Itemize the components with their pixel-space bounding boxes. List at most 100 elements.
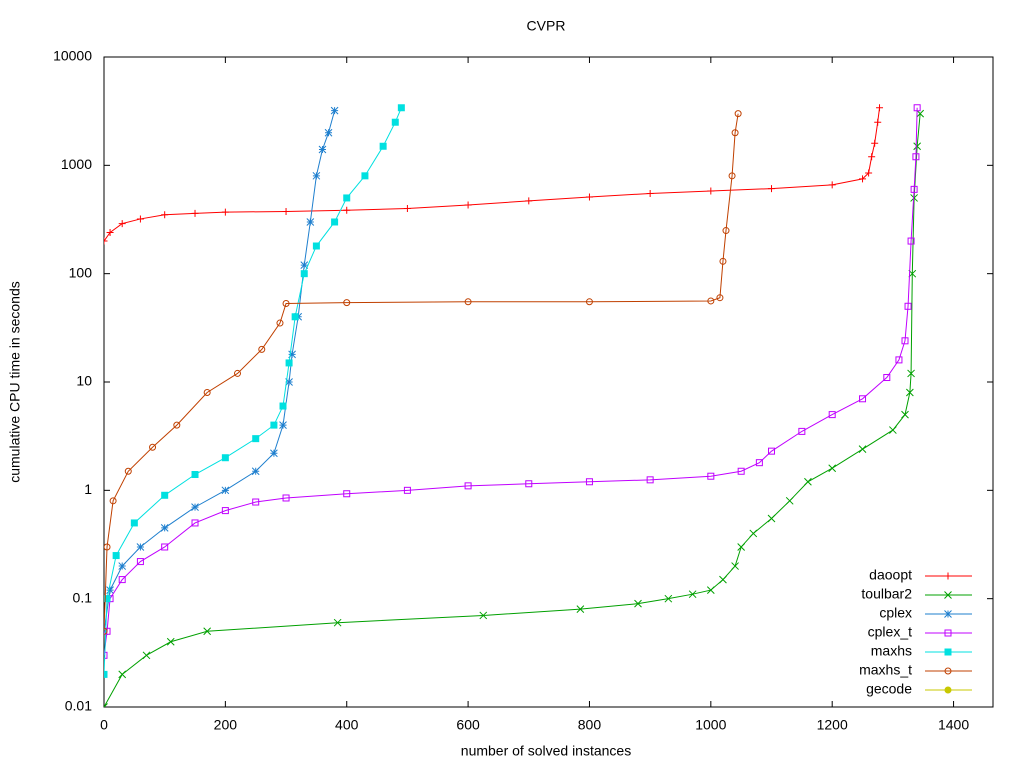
point: [768, 447, 776, 455]
point: [910, 185, 918, 193]
series-line: [104, 110, 336, 632]
point: [576, 605, 585, 614]
point: [361, 172, 369, 180]
point: [464, 201, 472, 209]
series: [104, 104, 884, 245]
point: [312, 171, 321, 180]
point: [306, 218, 315, 226]
point: [112, 552, 120, 560]
point: [104, 651, 108, 659]
x-tick-label: 200: [214, 717, 238, 733]
series: [104, 104, 405, 678]
point: [318, 145, 327, 154]
point: [944, 648, 952, 656]
point: [333, 618, 342, 627]
series-line: [104, 113, 921, 707]
point: [270, 421, 278, 429]
point: [166, 637, 175, 646]
point: [464, 298, 472, 306]
point: [104, 703, 108, 707]
point: [124, 467, 132, 475]
point: [731, 562, 739, 570]
point: [785, 496, 794, 505]
point: [288, 350, 296, 359]
legend-label: cplex_t: [868, 624, 912, 640]
point: [912, 153, 920, 161]
point: [285, 359, 293, 367]
point: [251, 467, 260, 476]
point: [234, 369, 242, 377]
point: [282, 300, 290, 308]
plot-area: [104, 104, 925, 707]
point: [479, 611, 488, 620]
point: [300, 261, 309, 269]
point: [136, 558, 144, 566]
point: [707, 187, 715, 195]
point: [104, 670, 108, 678]
point: [585, 478, 593, 486]
point: [749, 529, 758, 538]
point: [646, 189, 654, 197]
point: [874, 118, 882, 126]
point: [767, 514, 776, 523]
point: [901, 337, 909, 345]
point: [191, 503, 199, 511]
legend-label: maxhs_t: [859, 662, 912, 678]
point: [330, 106, 339, 115]
point: [944, 686, 952, 694]
point: [706, 586, 715, 594]
plot-border: [103, 56, 994, 708]
point: [161, 491, 169, 499]
point: [716, 294, 724, 302]
point: [379, 142, 387, 150]
point: [104, 627, 108, 635]
y-tick-label: 1: [84, 481, 92, 497]
point: [130, 519, 138, 527]
point: [913, 142, 922, 151]
point: [722, 227, 730, 235]
y-tick-label: 100: [69, 264, 93, 280]
point: [719, 257, 727, 265]
point: [252, 498, 260, 506]
y-tick-label: 10000: [53, 48, 92, 64]
x-tick-label: 1400: [938, 717, 969, 733]
x-tick-label: 1200: [817, 717, 848, 733]
point: [173, 421, 181, 429]
series-line: [104, 107, 402, 675]
point: [868, 153, 876, 161]
series-line: [104, 107, 918, 656]
legend-label: daoopt: [869, 567, 912, 583]
point: [859, 175, 867, 183]
legend-label: gecode: [866, 681, 912, 697]
point: [106, 586, 114, 594]
y-tick-label: 1000: [61, 156, 92, 172]
point: [731, 129, 739, 137]
y-tick-label: 10: [76, 373, 92, 389]
point: [585, 298, 593, 306]
point: [464, 482, 472, 490]
point: [906, 388, 914, 397]
point: [828, 464, 837, 473]
point: [889, 426, 897, 434]
point: [282, 494, 290, 502]
point: [403, 486, 411, 494]
point: [282, 207, 290, 215]
point: [161, 543, 169, 551]
point: [913, 104, 921, 112]
y-axis-label: cumulative CPU time in seconds: [7, 281, 23, 483]
point: [136, 543, 145, 551]
point: [907, 369, 915, 378]
point: [403, 204, 411, 212]
x-tick-label: 600: [456, 717, 480, 733]
point: [279, 402, 287, 410]
point: [907, 237, 915, 245]
series: [104, 106, 339, 636]
point: [728, 172, 736, 180]
point: [585, 193, 593, 201]
point: [859, 395, 867, 403]
point: [252, 435, 260, 443]
point: [343, 206, 351, 214]
point: [707, 297, 715, 305]
point: [944, 572, 952, 580]
point: [104, 543, 111, 551]
